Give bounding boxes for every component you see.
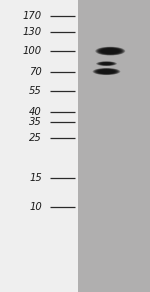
Ellipse shape xyxy=(102,62,111,65)
Ellipse shape xyxy=(97,47,124,55)
Ellipse shape xyxy=(102,63,111,65)
Text: 170: 170 xyxy=(23,11,42,21)
Ellipse shape xyxy=(99,48,121,54)
Ellipse shape xyxy=(99,69,114,74)
Ellipse shape xyxy=(103,63,110,65)
Text: 40: 40 xyxy=(29,107,42,117)
Ellipse shape xyxy=(93,68,120,75)
Ellipse shape xyxy=(104,63,109,64)
Ellipse shape xyxy=(109,51,112,52)
Ellipse shape xyxy=(99,48,122,55)
Ellipse shape xyxy=(98,62,115,66)
Text: 70: 70 xyxy=(29,67,42,77)
Ellipse shape xyxy=(100,70,113,73)
Ellipse shape xyxy=(100,70,113,73)
Ellipse shape xyxy=(103,71,110,72)
Ellipse shape xyxy=(105,63,108,64)
Ellipse shape xyxy=(105,71,108,72)
Ellipse shape xyxy=(102,49,119,53)
Bar xyxy=(78,0,150,292)
Ellipse shape xyxy=(95,47,125,55)
Ellipse shape xyxy=(100,62,113,65)
Ellipse shape xyxy=(104,49,116,53)
Ellipse shape xyxy=(99,62,114,65)
Ellipse shape xyxy=(106,71,107,72)
Ellipse shape xyxy=(99,62,114,65)
Ellipse shape xyxy=(96,69,117,74)
Text: 35: 35 xyxy=(29,117,42,127)
Text: 130: 130 xyxy=(23,27,42,37)
Ellipse shape xyxy=(103,71,110,72)
Ellipse shape xyxy=(102,70,111,73)
Ellipse shape xyxy=(94,68,119,75)
Ellipse shape xyxy=(98,48,123,55)
Ellipse shape xyxy=(104,71,109,72)
Ellipse shape xyxy=(97,69,116,74)
Text: 10: 10 xyxy=(29,202,42,212)
Ellipse shape xyxy=(108,51,113,52)
Ellipse shape xyxy=(105,50,115,53)
Ellipse shape xyxy=(95,69,118,74)
Text: 55: 55 xyxy=(29,86,42,96)
Ellipse shape xyxy=(101,62,112,65)
Ellipse shape xyxy=(98,62,115,65)
Ellipse shape xyxy=(97,61,116,66)
Ellipse shape xyxy=(101,48,119,54)
Ellipse shape xyxy=(101,70,112,73)
Ellipse shape xyxy=(96,61,117,66)
Ellipse shape xyxy=(106,50,114,52)
Ellipse shape xyxy=(104,49,117,53)
Bar xyxy=(0,0,78,292)
Ellipse shape xyxy=(107,50,114,52)
Ellipse shape xyxy=(96,47,124,55)
Text: 25: 25 xyxy=(29,133,42,143)
Ellipse shape xyxy=(100,48,120,54)
Ellipse shape xyxy=(104,63,109,64)
Ellipse shape xyxy=(98,69,115,74)
Ellipse shape xyxy=(97,62,116,66)
Text: 15: 15 xyxy=(29,173,42,183)
Ellipse shape xyxy=(105,63,108,64)
Ellipse shape xyxy=(103,49,118,53)
Ellipse shape xyxy=(101,62,112,65)
Text: 100: 100 xyxy=(23,46,42,56)
Ellipse shape xyxy=(96,69,117,74)
Ellipse shape xyxy=(93,68,120,75)
